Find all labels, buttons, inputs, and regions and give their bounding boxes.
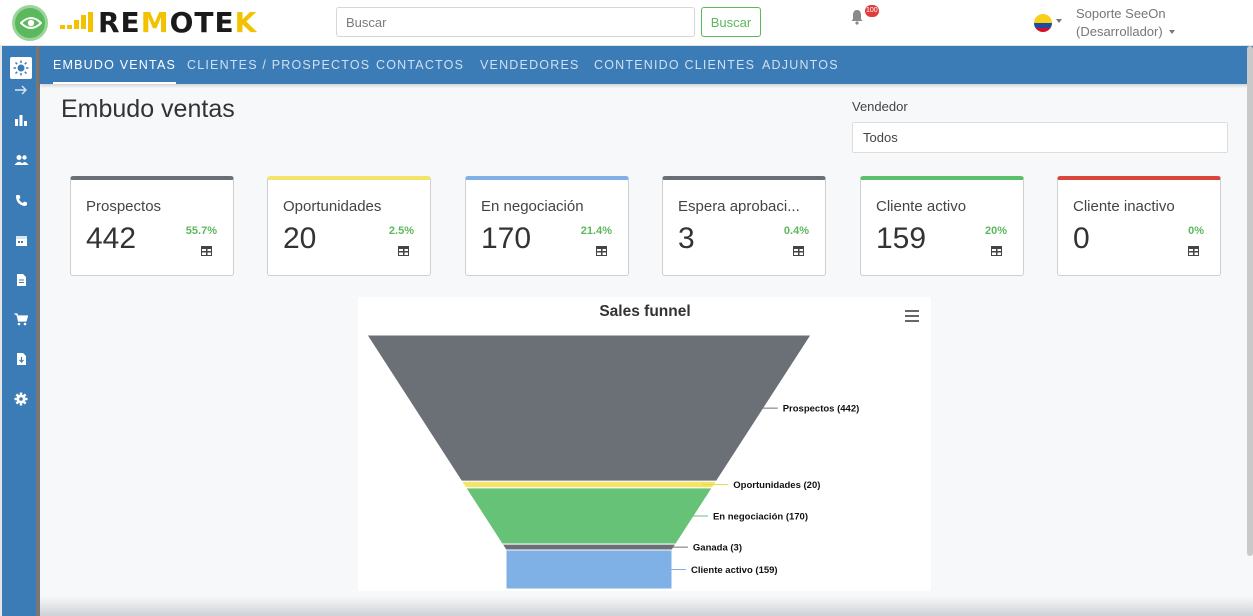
stat-card-espera-aprobacion: Espera aprobaci... 3 0.4% [662, 176, 826, 276]
tab-contenido-clientes[interactable]: CONTENIDO CLIENTES [594, 58, 756, 72]
card-percentage: 2.5% [388, 225, 414, 237]
funnel-segment-cliente-activo[interactable] [505, 549, 673, 590]
notification-badge: 100 [865, 5, 879, 17]
eye-logo-icon[interactable] [12, 5, 48, 41]
language-caret-icon[interactable] [1056, 19, 1062, 23]
cart-icon[interactable] [10, 308, 32, 330]
table-view-icon[interactable] [991, 246, 1002, 256]
user-menu-caret-icon[interactable] [1169, 30, 1175, 34]
table-view-icon[interactable] [398, 246, 409, 256]
logo-text-accent: M [140, 6, 170, 39]
module-tabs: EMBUDO VENTAS CLIENTES / PROSPECTOS CONT… [40, 46, 1253, 84]
funnel-data-label: Ganada (3) [693, 543, 742, 554]
card-label: Cliente inactivo [1073, 198, 1175, 215]
page-title: Embudo ventas [61, 95, 235, 123]
bar-chart-icon[interactable] [10, 109, 32, 131]
table-view-icon[interactable] [201, 246, 212, 256]
funnel-data-label: Oportunidades (20) [733, 480, 820, 491]
search-button[interactable]: Buscar [701, 7, 761, 37]
card-label: Prospectos [86, 198, 162, 215]
brand-logo-text[interactable]: REMOTEK [98, 6, 257, 39]
logo-text-part: OTE [169, 6, 235, 39]
card-value: 3 [678, 222, 695, 255]
stat-card-en-negociacion: En negociación 170 21.4% [465, 176, 629, 276]
tab-clientes-prospectos[interactable]: CLIENTES / PROSPECTOS [187, 58, 371, 72]
stat-card-cliente-activo: Cliente activo 159 20% [860, 176, 1024, 276]
sidebar [0, 46, 40, 616]
funnel-svg: Prospectos (442) Oportunidades (20) En neg… [366, 334, 860, 590]
user-name[interactable]: Soporte SeeOn [1076, 6, 1166, 21]
expand-arrow-icon[interactable] [10, 79, 32, 101]
tab-embudo-ventas[interactable]: EMBUDO VENTAS [53, 46, 177, 84]
card-label: Cliente activo [876, 198, 967, 215]
user-role[interactable]: (Desarrollador) [1076, 24, 1163, 39]
page-scrollbar[interactable] [1247, 46, 1253, 556]
funnel-segment-en-negociaci-n[interactable] [464, 487, 714, 545]
logo-text-part: RE [98, 6, 141, 39]
card-percentage: 20% [984, 225, 1007, 237]
top-header: REMOTEK Buscar 100 Soporte SeeOn (Desarr… [0, 0, 1253, 46]
card-value: 20 [283, 222, 317, 255]
logo-bars-icon [60, 12, 93, 32]
funnel-data-label: Cliente activo (159) [691, 565, 778, 576]
card-label: En negociación [481, 198, 584, 215]
card-percentage: 0% [1188, 225, 1204, 237]
colombia-flag-icon[interactable] [1034, 14, 1052, 32]
chart-menu-icon[interactable] [905, 310, 919, 322]
tab-contactos[interactable]: CONTACTOS [376, 58, 465, 72]
vendor-filter-label: Vendedor [852, 99, 908, 114]
search-input[interactable] [336, 7, 695, 37]
card-label: Oportunidades [283, 198, 382, 215]
stat-card-oportunidades: Oportunidades 20 2.5% [267, 176, 431, 276]
phone-icon[interactable] [10, 189, 32, 211]
file-download-icon[interactable] [10, 348, 32, 370]
document-icon[interactable] [10, 269, 32, 291]
card-label: Espera aprobaci... [678, 198, 800, 215]
calendar-icon[interactable] [10, 229, 32, 251]
tab-vendedores[interactable]: VENDEDORES [480, 58, 580, 72]
settings-gear-icon[interactable] [10, 388, 32, 410]
card-value: 0 [1073, 222, 1090, 255]
sales-funnel-chart: Sales funnel Prospectos (442) Oportunidad… [358, 297, 931, 591]
bell-icon[interactable] [849, 9, 865, 25]
users-icon[interactable] [10, 149, 32, 171]
stat-card-prospectos: Prospectos 442 55.7% [70, 176, 234, 276]
dashboard-sun-icon[interactable] [10, 57, 32, 79]
card-value: 159 [876, 222, 927, 255]
table-view-icon[interactable] [793, 246, 804, 256]
card-value: 442 [86, 222, 137, 255]
funnel-data-label: Prospectos (442) [783, 404, 860, 415]
funnel-data-label: En negociación (170) [713, 512, 808, 523]
card-value: 170 [481, 222, 532, 255]
funnel-segment-prospectos[interactable] [366, 334, 812, 482]
card-percentage: 55.7% [185, 225, 217, 237]
card-percentage: 0.4% [783, 225, 809, 237]
tab-adjuntos[interactable]: ADJUNTOS [762, 58, 839, 72]
funnel-segment-oportunidades[interactable] [460, 480, 718, 489]
table-view-icon[interactable] [1188, 246, 1199, 256]
footer-shadow [40, 596, 1253, 616]
logo-text-accent: K [234, 6, 258, 39]
funnel-segment-ganada[interactable] [501, 543, 677, 551]
card-percentage: 21.4% [580, 225, 612, 237]
vendor-filter-select[interactable]: Todos [852, 122, 1228, 153]
chart-title: Sales funnel [599, 303, 691, 320]
table-view-icon[interactable] [596, 246, 607, 256]
stat-card-cliente-inactivo: Cliente inactivo 0 0% [1057, 176, 1221, 276]
